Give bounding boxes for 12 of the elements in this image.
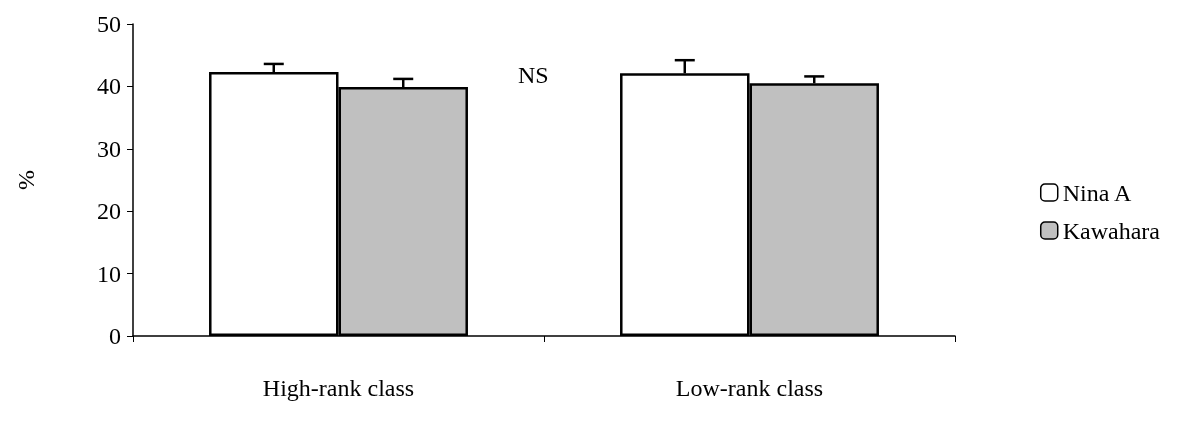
x-tick-label: Low-rank class: [675, 375, 824, 401]
x-tick-label: High-rank class: [262, 375, 415, 401]
legend-label: Nina A: [1062, 179, 1133, 206]
y-tick-label: 0: [109, 323, 121, 349]
y-tick-label: 10: [97, 260, 121, 287]
y-tick-label: 20: [97, 198, 121, 225]
y-tick-label: 40: [97, 73, 121, 100]
y-axis-title: %: [13, 170, 39, 190]
y-tick-label: 50: [97, 11, 121, 37]
legend-label: Kawahara: [1062, 217, 1161, 244]
y-tick-label: 30: [97, 135, 121, 162]
annotation: NS: [518, 62, 549, 88]
